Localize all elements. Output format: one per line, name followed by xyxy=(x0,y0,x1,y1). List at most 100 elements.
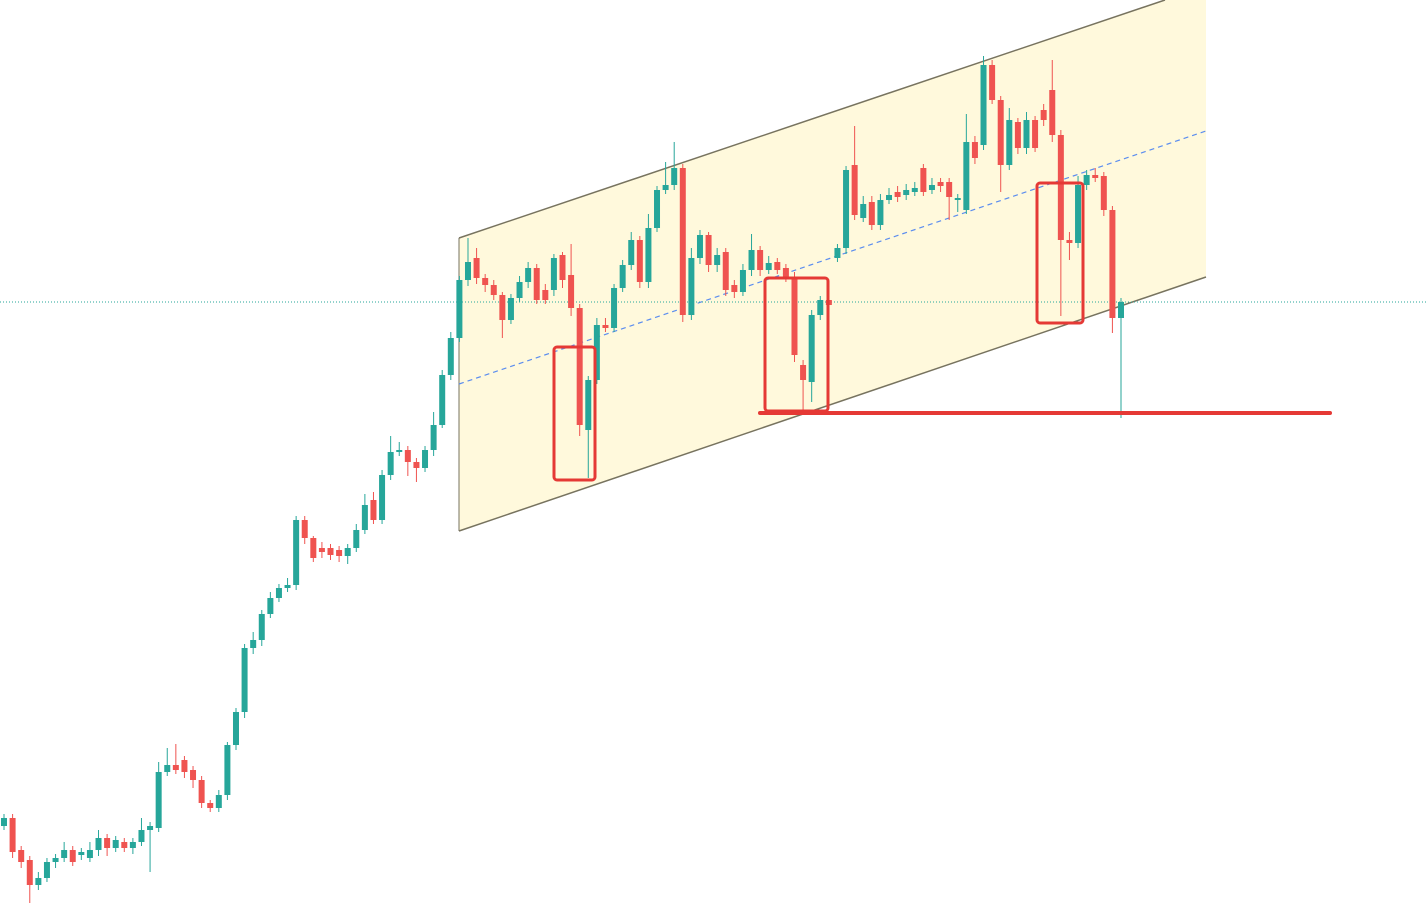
candle-body xyxy=(284,585,291,588)
candle-body xyxy=(645,228,652,282)
candle-body xyxy=(267,598,274,614)
candle-body xyxy=(843,170,850,248)
candle-body xyxy=(860,204,867,218)
candle-body xyxy=(937,182,944,186)
candle-body xyxy=(817,300,824,315)
candle-body xyxy=(198,780,205,803)
candle-body xyxy=(1,818,7,826)
candle-body xyxy=(224,745,231,795)
candle-body xyxy=(886,195,893,200)
candle-body xyxy=(576,308,583,425)
candle-body xyxy=(722,252,729,290)
candle-body xyxy=(35,878,42,885)
candle-body xyxy=(1023,120,1030,148)
candle-body xyxy=(147,826,154,830)
candle-body xyxy=(911,188,918,192)
candle-body xyxy=(1014,122,1021,148)
candle-body xyxy=(61,850,68,858)
candle-body xyxy=(834,248,841,258)
candle-body xyxy=(920,168,927,192)
candle-body xyxy=(533,268,540,300)
candle-body xyxy=(619,265,626,288)
candle-body xyxy=(138,830,145,842)
annotations-back xyxy=(0,0,1428,532)
candle-body xyxy=(963,142,970,210)
candle-body xyxy=(628,240,635,265)
candle-body xyxy=(250,640,257,648)
candle-body xyxy=(662,185,669,190)
candle-body xyxy=(1075,185,1082,243)
candle-body xyxy=(765,263,772,270)
candle-body xyxy=(731,285,738,292)
candle-body xyxy=(275,588,282,598)
candle-body xyxy=(379,475,386,520)
candle-body xyxy=(490,285,497,295)
candle-body xyxy=(181,760,188,772)
candle-body xyxy=(422,450,429,468)
candle-body xyxy=(353,530,360,548)
candle-body xyxy=(413,462,420,468)
candles xyxy=(1,56,1124,903)
candle-body xyxy=(980,65,987,145)
candle-body xyxy=(542,290,549,300)
candle-body xyxy=(344,548,351,556)
candle-body xyxy=(1118,302,1124,318)
candle-body xyxy=(439,375,446,425)
candle-body xyxy=(782,268,789,278)
candle-body xyxy=(310,538,317,558)
candle-body xyxy=(868,202,875,225)
candle-body xyxy=(215,795,222,808)
candle-body xyxy=(499,295,506,320)
candle-body xyxy=(361,505,368,530)
candle-body xyxy=(611,288,618,328)
candle-body xyxy=(155,772,162,828)
candle-body xyxy=(318,548,325,552)
candle-body xyxy=(464,262,471,280)
candle-body xyxy=(714,255,721,265)
candle-body xyxy=(1040,110,1047,120)
candle-body xyxy=(336,550,343,556)
candle-body xyxy=(679,168,686,315)
candle-body xyxy=(851,165,858,215)
candle-body xyxy=(26,860,33,885)
candle-body xyxy=(1057,135,1064,240)
candle-body xyxy=(739,270,746,292)
candle-body xyxy=(482,278,489,285)
candle-body xyxy=(696,235,703,258)
candle-body xyxy=(301,520,308,538)
candle-body xyxy=(43,862,50,878)
candle-body xyxy=(877,200,884,225)
candle-body xyxy=(86,850,93,858)
candle-body xyxy=(404,450,411,462)
candle-body xyxy=(327,548,334,555)
annotations-front xyxy=(552,181,1332,482)
candle-body xyxy=(688,258,695,315)
candle-body xyxy=(95,838,102,850)
candle-body xyxy=(129,842,136,848)
channel-midline xyxy=(458,130,1207,385)
candle-body xyxy=(997,100,1004,165)
candle-body xyxy=(121,842,128,848)
candle-body xyxy=(928,185,935,190)
candle-body xyxy=(654,190,661,228)
candle-body xyxy=(946,182,953,197)
candle-body xyxy=(1100,176,1107,210)
candle-body xyxy=(525,268,532,282)
candle-body xyxy=(568,275,575,308)
candle-body xyxy=(370,500,377,520)
candle-body xyxy=(78,852,85,855)
candle-body xyxy=(602,325,609,328)
candle-body xyxy=(190,770,197,780)
highlight-box xyxy=(1035,181,1085,325)
candle-body xyxy=(172,765,179,770)
candle-body xyxy=(808,315,815,382)
candle-body xyxy=(748,250,755,270)
candle-body xyxy=(387,452,394,475)
candle-body xyxy=(9,818,16,852)
candle-body xyxy=(104,838,111,848)
candle-body xyxy=(18,850,25,862)
candle-body xyxy=(232,712,239,745)
candle-body xyxy=(585,380,592,430)
candle-body xyxy=(1083,175,1090,185)
candle-body xyxy=(164,765,171,772)
